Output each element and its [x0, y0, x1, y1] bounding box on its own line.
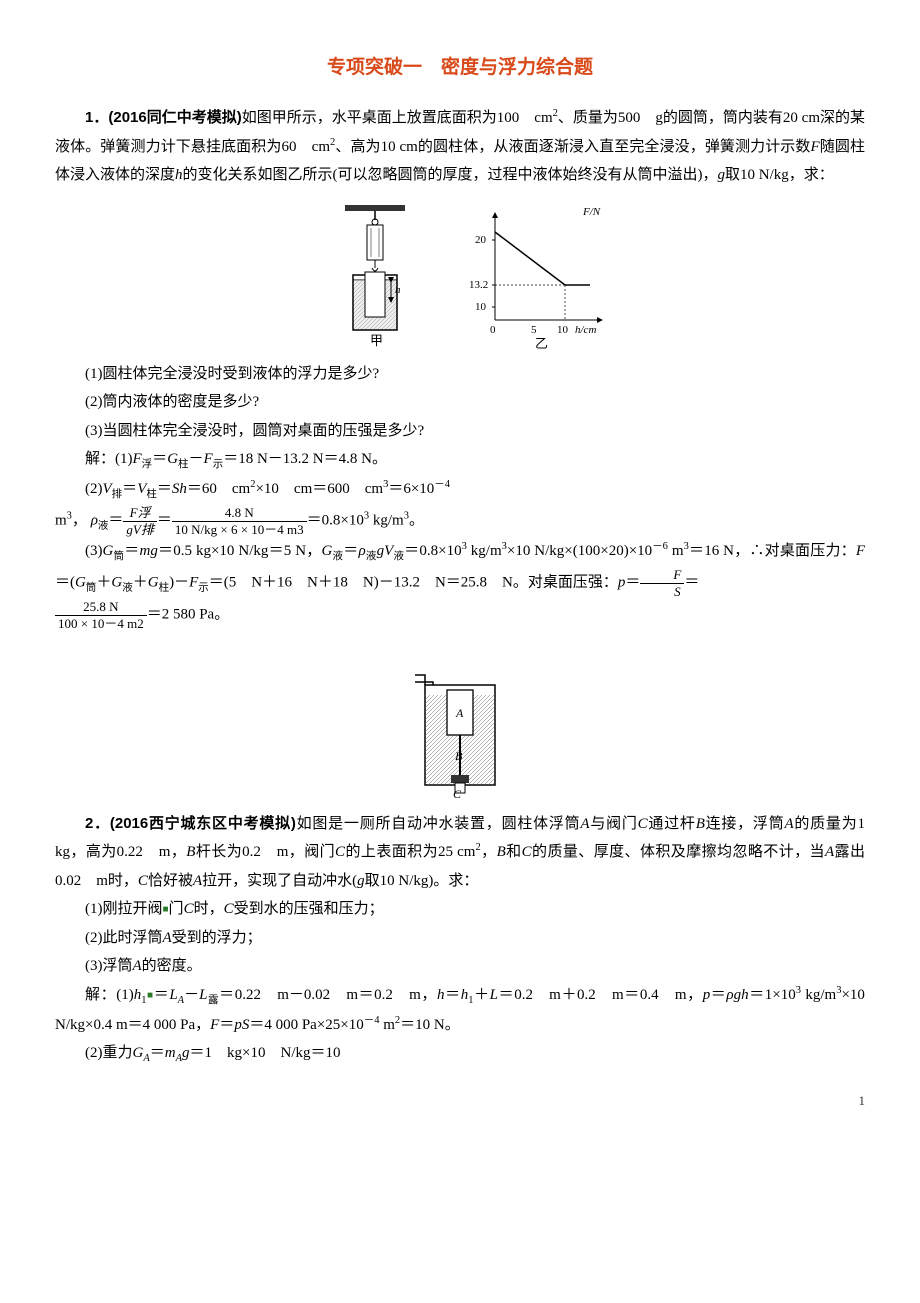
- fig1-xlabel: h/cm: [575, 324, 596, 336]
- fig1-h-label: h: [395, 284, 401, 296]
- y10: 10: [475, 301, 487, 313]
- y20: 20: [475, 234, 487, 246]
- fig1-ylabel: F/N: [582, 206, 601, 218]
- q1-ans3b: 25.8 N100 × 10－4 m2＝2 580 Pa。: [55, 599, 865, 631]
- q2-src: (2016西宁城东区中考模拟): [110, 815, 296, 832]
- q1-ans2: (2)V排＝V柱＝Sh＝60 cm2×10 cm＝600 cm3＝6×10－4: [55, 475, 865, 505]
- fig1-caption-left: 甲: [370, 333, 383, 348]
- x0: 0: [490, 324, 496, 336]
- q2-num: 2．: [85, 815, 110, 832]
- figure-1: h 甲 F/N h/cm 20 13.2 10 0 5 10 乙: [55, 200, 865, 350]
- q1-num: 1．: [85, 109, 108, 126]
- q1-ans2b: m3， ρ液＝F浮gV排＝4.8 N10 N/kg × 6 × 10－4 m3＝…: [55, 505, 865, 537]
- q2-sub1: (1)刚拉开阀■门C时，C受到水的压强和压力；: [55, 895, 865, 924]
- q1-body: 1．(2016同仁中考模拟)如图甲所示，水平桌面上放置底面积为100 cm2、质…: [55, 104, 865, 190]
- q1-src: (2016同仁中考模拟): [108, 109, 241, 126]
- q1-ans1: 解：(1)F浮＝G柱－F示＝18 N－13.2 N＝4.8 N。: [55, 445, 865, 475]
- q2-ans1: 解：(1)h1■＝LA－L露＝0.22 m－0.02 m＝0.2 m，h＝h1＋…: [55, 981, 865, 1039]
- x10: 10: [557, 324, 569, 336]
- q2-sub3: (3)浮筒A的密度。: [55, 952, 865, 981]
- q1-sub3: (3)当圆柱体完全浸没时，圆筒对桌面的压强是多少?: [55, 417, 865, 446]
- q1-sub1: (1)圆柱体完全浸没时受到液体的浮力是多少?: [55, 360, 865, 389]
- fig2-B: B: [455, 749, 463, 763]
- fig1-caption-right: 乙: [535, 336, 548, 350]
- page-title: 专项突破一 密度与浮力综合题: [55, 50, 865, 86]
- q1-sub2: (2)筒内液体的密度是多少?: [55, 388, 865, 417]
- fig2-A: A: [455, 706, 464, 720]
- q2-body: 2．(2016西宁城东区中考模拟)如图是一厕所自动冲水装置，圆柱体浮筒A与阀门C…: [55, 810, 865, 896]
- page-number: 1: [55, 1089, 865, 1114]
- q2-sub2: (2)此时浮筒A受到的浮力；: [55, 924, 865, 953]
- x5: 5: [531, 324, 537, 336]
- fig2-C: C: [453, 787, 462, 800]
- y132: 13.2: [469, 279, 488, 291]
- q1-ans3: (3)G筒＝mg＝0.5 kg×10 N/kg＝5 N，G液＝ρ液gV液＝0.8…: [55, 537, 865, 599]
- figure-2: A B C: [55, 670, 865, 800]
- q2-ans2: (2)重力GA＝mAg＝1 kg×10 N/kg＝10: [55, 1039, 865, 1069]
